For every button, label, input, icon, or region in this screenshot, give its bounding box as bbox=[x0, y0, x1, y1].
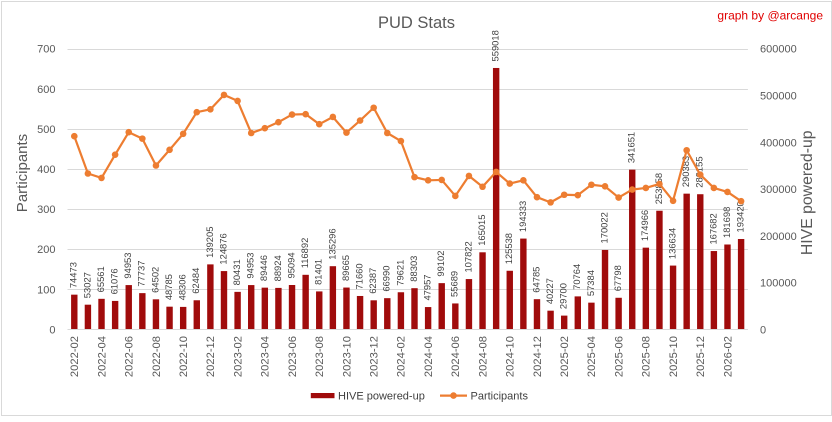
svg-text:74473: 74473 bbox=[68, 262, 79, 288]
svg-text:165015: 165015 bbox=[476, 215, 487, 246]
svg-text:2025-08: 2025-08 bbox=[641, 336, 653, 377]
svg-text:2023-06: 2023-06 bbox=[287, 336, 299, 377]
svg-text:2023-08: 2023-08 bbox=[314, 336, 326, 377]
svg-text:65561: 65561 bbox=[95, 266, 106, 292]
svg-text:71660: 71660 bbox=[353, 263, 364, 289]
svg-text:290383: 290383 bbox=[680, 156, 691, 187]
svg-text:2023-12: 2023-12 bbox=[368, 336, 380, 377]
svg-text:2022-12: 2022-12 bbox=[205, 336, 217, 377]
svg-text:HIVE powered-up: HIVE powered-up bbox=[338, 391, 425, 403]
svg-text:2025-12: 2025-12 bbox=[695, 336, 707, 377]
svg-text:600: 600 bbox=[37, 84, 55, 96]
svg-text:2022-08: 2022-08 bbox=[151, 336, 163, 377]
svg-text:2024-10: 2024-10 bbox=[505, 336, 517, 377]
svg-text:181698: 181698 bbox=[721, 207, 732, 238]
svg-text:100000: 100000 bbox=[760, 278, 797, 290]
svg-text:125538: 125538 bbox=[503, 233, 514, 264]
svg-text:193420: 193420 bbox=[735, 201, 746, 232]
svg-text:77737: 77737 bbox=[136, 261, 147, 287]
svg-text:341651: 341651 bbox=[626, 132, 637, 163]
svg-text:graph by @arcange: graph by @arcange bbox=[717, 9, 823, 23]
svg-text:66990: 66990 bbox=[381, 266, 392, 292]
svg-text:95094: 95094 bbox=[285, 252, 296, 278]
svg-text:253858: 253858 bbox=[653, 173, 664, 204]
svg-text:0: 0 bbox=[49, 324, 55, 336]
svg-text:Participants: Participants bbox=[471, 391, 529, 403]
svg-text:88924: 88924 bbox=[272, 255, 283, 281]
svg-text:80431: 80431 bbox=[231, 259, 242, 285]
svg-text:Participants: Participants bbox=[14, 134, 31, 212]
svg-text:700: 700 bbox=[37, 44, 55, 56]
svg-text:81401: 81401 bbox=[313, 259, 324, 285]
svg-text:2022-02: 2022-02 bbox=[69, 336, 81, 377]
svg-text:62484: 62484 bbox=[190, 268, 201, 294]
svg-text:79621: 79621 bbox=[394, 260, 405, 286]
svg-text:94953: 94953 bbox=[245, 253, 256, 279]
svg-text:67798: 67798 bbox=[612, 265, 623, 291]
svg-text:2023-02: 2023-02 bbox=[232, 336, 244, 377]
svg-text:PUD Stats: PUD Stats bbox=[378, 14, 455, 32]
svg-text:116892: 116892 bbox=[299, 238, 310, 269]
svg-text:29700: 29700 bbox=[558, 283, 569, 309]
svg-text:600000: 600000 bbox=[760, 44, 797, 56]
svg-text:2026-02: 2026-02 bbox=[722, 336, 734, 377]
svg-text:2022-04: 2022-04 bbox=[96, 336, 108, 377]
svg-text:139205: 139205 bbox=[204, 227, 215, 258]
svg-text:2025-02: 2025-02 bbox=[559, 336, 571, 377]
svg-text:88303: 88303 bbox=[408, 256, 419, 282]
svg-text:57384: 57384 bbox=[585, 270, 596, 296]
svg-text:500: 500 bbox=[37, 124, 55, 136]
svg-text:70764: 70764 bbox=[571, 264, 582, 290]
svg-text:200000: 200000 bbox=[760, 231, 797, 243]
svg-text:HIVE powered-up: HIVE powered-up bbox=[799, 130, 816, 255]
svg-text:136634: 136634 bbox=[666, 228, 677, 259]
svg-text:47957: 47957 bbox=[422, 274, 433, 300]
svg-text:559018: 559018 bbox=[490, 30, 501, 61]
svg-text:64502: 64502 bbox=[149, 267, 160, 293]
svg-text:48785: 48785 bbox=[163, 274, 174, 300]
svg-text:174966: 174966 bbox=[639, 210, 650, 241]
svg-text:500000: 500000 bbox=[760, 90, 797, 102]
svg-text:89665: 89665 bbox=[340, 255, 351, 281]
svg-text:2022-10: 2022-10 bbox=[178, 336, 190, 377]
svg-text:2024-06: 2024-06 bbox=[450, 336, 462, 377]
svg-text:2022-06: 2022-06 bbox=[124, 336, 136, 377]
svg-text:135296: 135296 bbox=[326, 228, 337, 259]
svg-text:2024-02: 2024-02 bbox=[396, 336, 408, 377]
svg-text:167682: 167682 bbox=[707, 213, 718, 244]
svg-text:400000: 400000 bbox=[760, 137, 797, 149]
svg-text:89446: 89446 bbox=[258, 255, 269, 281]
svg-text:2023-04: 2023-04 bbox=[260, 336, 272, 377]
svg-text:300: 300 bbox=[37, 204, 55, 216]
svg-text:62387: 62387 bbox=[367, 268, 378, 294]
svg-text:99102: 99102 bbox=[435, 251, 446, 277]
svg-text:300000: 300000 bbox=[760, 184, 797, 196]
svg-text:170022: 170022 bbox=[598, 212, 609, 243]
svg-text:55689: 55689 bbox=[449, 271, 460, 297]
svg-text:200: 200 bbox=[37, 244, 55, 256]
svg-text:400: 400 bbox=[37, 164, 55, 176]
svg-text:194333: 194333 bbox=[517, 201, 528, 232]
svg-text:53027: 53027 bbox=[81, 272, 92, 298]
svg-text:2023-10: 2023-10 bbox=[341, 336, 353, 377]
svg-text:2024-04: 2024-04 bbox=[423, 336, 435, 377]
svg-text:64785: 64785 bbox=[530, 267, 541, 293]
svg-text:0: 0 bbox=[760, 324, 766, 336]
svg-text:2024-08: 2024-08 bbox=[477, 336, 489, 377]
svg-text:61076: 61076 bbox=[109, 268, 120, 294]
svg-text:40227: 40227 bbox=[544, 278, 555, 304]
svg-text:2024-12: 2024-12 bbox=[532, 336, 544, 377]
svg-text:2025-10: 2025-10 bbox=[668, 336, 680, 377]
svg-text:48306: 48306 bbox=[177, 274, 188, 300]
svg-text:124876: 124876 bbox=[217, 233, 228, 264]
svg-text:107822: 107822 bbox=[462, 241, 473, 272]
svg-text:2025-04: 2025-04 bbox=[586, 336, 598, 377]
svg-text:2025-06: 2025-06 bbox=[613, 336, 625, 377]
svg-text:100: 100 bbox=[37, 284, 55, 296]
svg-text:94953: 94953 bbox=[122, 253, 133, 279]
